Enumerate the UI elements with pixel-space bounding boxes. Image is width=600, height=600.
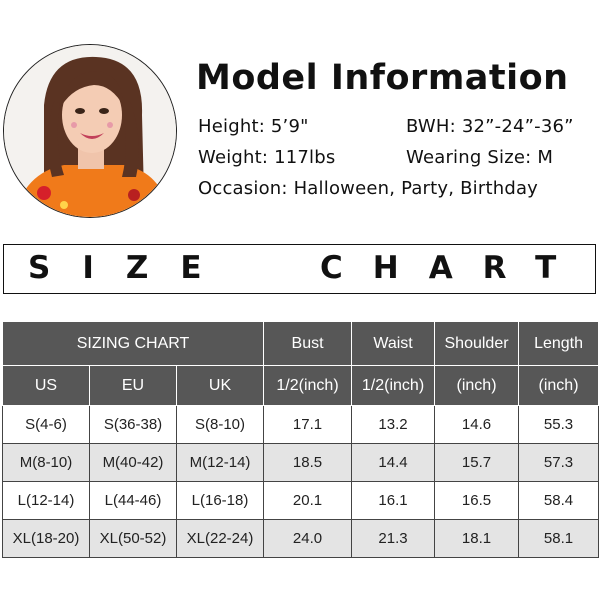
table-cell: XL(50-52) bbox=[89, 519, 177, 558]
unit-shoulder: (inch) bbox=[434, 365, 520, 406]
table-header-row: SIZING CHART Bust Waist Shoulder Length bbox=[1, 321, 600, 366]
size-chart-banner: SIZE CHART bbox=[3, 244, 596, 294]
table-cell: 16.5 bbox=[434, 481, 520, 520]
header-uk: UK bbox=[175, 365, 265, 406]
table-cell: 58.1 bbox=[518, 519, 600, 558]
header-us: US bbox=[2, 365, 90, 406]
model-bwh: BWH: 32”-24”-36” bbox=[406, 116, 574, 137]
table-cell: M(8-10) bbox=[2, 443, 90, 482]
model-info-title: Model Information bbox=[196, 58, 569, 98]
table-cell: 24.0 bbox=[263, 519, 353, 558]
table-cell: 21.3 bbox=[351, 519, 436, 558]
unit-bust: 1/2(inch) bbox=[263, 365, 353, 406]
unit-waist: 1/2(inch) bbox=[351, 365, 436, 406]
model-photo-icon bbox=[4, 45, 176, 217]
sizing-chart-header: SIZING CHART bbox=[1, 321, 265, 366]
header-bust: Bust bbox=[263, 321, 353, 366]
table-cell: XL(18-20) bbox=[2, 519, 90, 558]
table-cell: L(12-14) bbox=[2, 481, 90, 520]
table-cell: M(40-42) bbox=[89, 443, 177, 482]
table-cell: 18.1 bbox=[434, 519, 520, 558]
model-avatar bbox=[3, 44, 177, 218]
table-cell: XL(22-24) bbox=[175, 519, 265, 558]
table-cell: 13.2 bbox=[351, 405, 436, 444]
table-row: XL(18-20) XL(50-52) XL(22-24) 24.0 21.3 … bbox=[2, 519, 600, 558]
model-height: Height: 5’9" bbox=[198, 116, 309, 137]
table-cell: S(4-6) bbox=[2, 405, 90, 444]
table-cell: 16.1 bbox=[351, 481, 436, 520]
table-cell: L(16-18) bbox=[175, 481, 265, 520]
table-cell: 57.3 bbox=[518, 443, 600, 482]
header-waist: Waist bbox=[351, 321, 436, 366]
table-cell: 18.5 bbox=[263, 443, 353, 482]
table-cell: 14.4 bbox=[351, 443, 436, 482]
header-length: Length bbox=[518, 321, 600, 366]
table-cell: S(8-10) bbox=[175, 405, 265, 444]
table-subheader-row: US EU UK 1/2(inch) 1/2(inch) (inch) (inc… bbox=[2, 365, 600, 406]
table-row: L(12-14) L(44-46) L(16-18) 20.1 16.1 16.… bbox=[2, 481, 600, 520]
model-wearing-size: Wearing Size: M bbox=[406, 147, 554, 168]
table-cell: 17.1 bbox=[263, 405, 353, 444]
unit-length: (inch) bbox=[518, 365, 600, 406]
table-cell: 14.6 bbox=[434, 405, 520, 444]
header-eu: EU bbox=[89, 365, 177, 406]
table-cell: S(36-38) bbox=[89, 405, 177, 444]
table-cell: 58.4 bbox=[518, 481, 600, 520]
model-occasion: Occasion: Halloween, Party, Birthday bbox=[198, 178, 539, 199]
table-cell: M(12-14) bbox=[175, 443, 265, 482]
table-cell: 20.1 bbox=[263, 481, 353, 520]
table-cell: 55.3 bbox=[518, 405, 600, 444]
model-weight: Weight: 117lbs bbox=[198, 147, 336, 168]
header-shoulder: Shoulder bbox=[434, 321, 520, 366]
table-cell: 15.7 bbox=[434, 443, 520, 482]
banner-word-chart: CHART bbox=[320, 250, 587, 286]
table-row: M(8-10) M(40-42) M(12-14) 18.5 14.4 15.7… bbox=[2, 443, 600, 482]
table-cell: L(44-46) bbox=[89, 481, 177, 520]
table-row: S(4-6) S(36-38) S(8-10) 17.1 13.2 14.6 5… bbox=[2, 405, 600, 444]
banner-word-size: SIZE bbox=[28, 250, 234, 286]
sizing-chart-table: SIZING CHART Bust Waist Shoulder Length … bbox=[1, 321, 600, 558]
